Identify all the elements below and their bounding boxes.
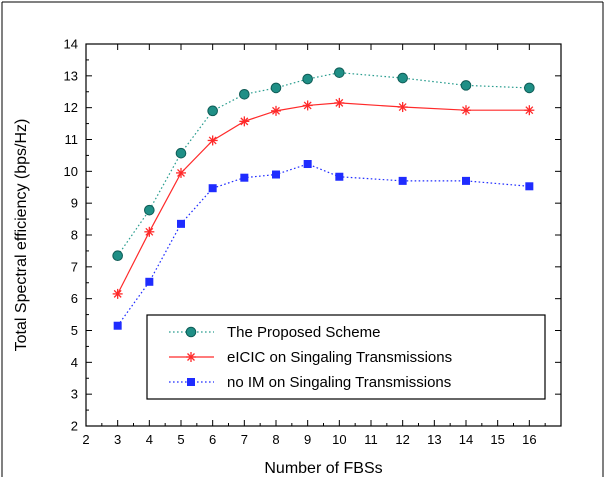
data-point bbox=[462, 176, 470, 185]
series-3 bbox=[113, 160, 534, 330]
data-point bbox=[303, 160, 312, 169]
y-tick-label: 9 bbox=[71, 196, 78, 211]
data-point bbox=[112, 250, 123, 261]
series-line bbox=[117, 72, 530, 257]
x-tick-label: 9 bbox=[304, 432, 311, 447]
data-point bbox=[144, 204, 155, 216]
x-tick-label: 13 bbox=[427, 432, 441, 447]
data-point bbox=[239, 88, 250, 100]
data-point bbox=[113, 321, 122, 330]
data-point bbox=[239, 116, 250, 127]
data-point bbox=[397, 72, 408, 84]
x-tick-label: 8 bbox=[272, 432, 279, 447]
series-2 bbox=[112, 97, 535, 299]
legend-label: The Proposed Scheme bbox=[227, 324, 380, 341]
series-layer bbox=[112, 67, 535, 330]
data-point bbox=[208, 184, 217, 193]
data-point bbox=[240, 173, 249, 182]
data-point bbox=[398, 176, 407, 185]
data-point bbox=[270, 82, 282, 94]
legend-item: The Proposed Scheme bbox=[169, 324, 380, 341]
series-1 bbox=[112, 67, 535, 261]
legend-label: eICIC on Singaling Transmissions bbox=[227, 349, 452, 366]
data-point bbox=[334, 67, 345, 78]
y-axis: 2 3 4 5 6 7 8 9 10 11 12 13 14 bbox=[64, 37, 561, 434]
data-point bbox=[112, 288, 123, 299]
data-point bbox=[177, 219, 185, 228]
legend-item: no IM on Singaling Transmissions bbox=[169, 374, 451, 391]
x-tick-label: 2 bbox=[82, 432, 89, 447]
data-point bbox=[144, 226, 155, 237]
legend-label: no IM on Singaling Transmissions bbox=[227, 374, 451, 391]
data-point bbox=[272, 170, 280, 179]
data-point bbox=[207, 105, 218, 117]
y-tick-label: 14 bbox=[64, 37, 78, 52]
legend-marker bbox=[186, 352, 196, 362]
data-point bbox=[461, 105, 471, 116]
y-tick-label: 2 bbox=[71, 419, 78, 434]
x-tick-label: 3 bbox=[114, 432, 121, 447]
y-tick-label: 12 bbox=[64, 100, 78, 115]
x-tick-label: 6 bbox=[209, 432, 216, 447]
data-point bbox=[207, 135, 218, 146]
data-point bbox=[524, 82, 535, 94]
data-point bbox=[176, 167, 186, 178]
x-tick-label: 15 bbox=[490, 432, 504, 447]
y-tick-label: 8 bbox=[71, 228, 78, 243]
x-tick-label: 7 bbox=[241, 432, 248, 447]
y-tick-label: 13 bbox=[64, 68, 78, 83]
data-point bbox=[175, 147, 187, 159]
data-point bbox=[302, 73, 313, 85]
series-line bbox=[117, 163, 530, 327]
legend: The Proposed Scheme eICIC on Singaling Tr… bbox=[146, 314, 546, 400]
x-tick-label: 12 bbox=[395, 432, 409, 447]
legend-marker bbox=[187, 378, 195, 386]
x-tick-label: 14 bbox=[459, 432, 473, 447]
y-tick-label: 10 bbox=[64, 164, 78, 179]
data-point bbox=[335, 172, 344, 181]
y-axis-title: Total Spectral efficiency (bps/Hz) bbox=[13, 119, 30, 352]
y-tick-label: 11 bbox=[65, 132, 79, 147]
y-tick-label: 5 bbox=[71, 323, 78, 338]
series-line bbox=[117, 102, 530, 295]
y-tick-label: 3 bbox=[71, 387, 78, 402]
data-point bbox=[397, 102, 408, 113]
data-point bbox=[145, 277, 154, 286]
x-tick-label: 10 bbox=[332, 432, 346, 447]
legend-marker bbox=[185, 326, 197, 338]
data-point bbox=[524, 105, 535, 116]
data-point bbox=[525, 182, 534, 191]
legend-item: eICIC on Singaling Transmissions bbox=[169, 349, 452, 366]
data-point bbox=[460, 80, 472, 91]
x-axis: 2 3 4 5 6 7 8 9 10 11 12 13 14 15 16 bbox=[82, 44, 546, 447]
data-point bbox=[302, 100, 313, 111]
x-tick-label: 16 bbox=[522, 432, 536, 447]
y-tick-label: 7 bbox=[71, 259, 78, 274]
x-tick-label: 4 bbox=[146, 432, 153, 447]
y-tick-label: 6 bbox=[71, 291, 78, 306]
x-axis-title: Number of FBSs bbox=[264, 460, 382, 477]
y-tick-label: 4 bbox=[71, 355, 78, 370]
x-tick-label: 5 bbox=[177, 432, 184, 447]
x-tick-label: 11 bbox=[364, 432, 378, 447]
data-point bbox=[271, 105, 281, 116]
data-point bbox=[334, 97, 345, 108]
